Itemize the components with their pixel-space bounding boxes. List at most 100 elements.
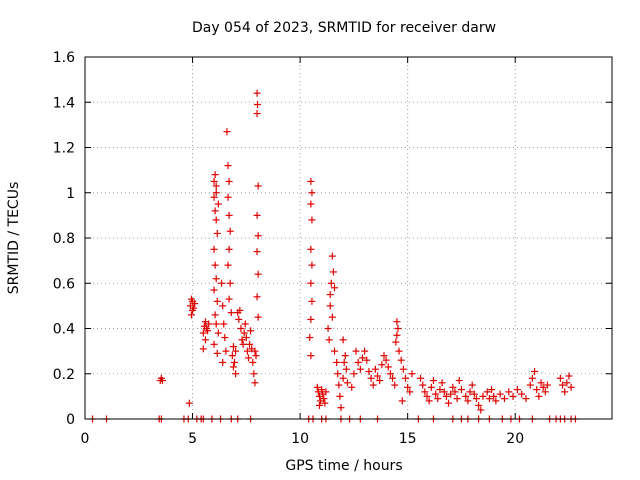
data-point (421, 388, 429, 396)
data-point (225, 211, 233, 219)
data-point (315, 401, 323, 409)
data-point (227, 309, 235, 317)
y-tick-label: 0.8 (53, 231, 75, 247)
data-point (307, 177, 315, 185)
data-point (427, 383, 435, 391)
y-tick-label: 1.4 (53, 95, 75, 111)
data-point (237, 325, 245, 332)
data-point (475, 401, 483, 409)
data-point (472, 395, 480, 403)
chart-title: Day 054 of 2023, SRMTID for receiver dar… (192, 20, 496, 36)
data-point (367, 374, 375, 382)
data-point (417, 374, 425, 382)
data-point (222, 347, 230, 355)
data-point (533, 386, 541, 394)
data-point (308, 189, 316, 197)
data-point (199, 345, 207, 353)
data-point (408, 370, 416, 378)
data-point (241, 320, 249, 328)
data-point (440, 388, 448, 396)
data-point (224, 162, 232, 170)
data-point (219, 358, 227, 366)
data-point (342, 365, 350, 373)
data-point (232, 370, 240, 378)
data-point (224, 193, 232, 201)
data-point (535, 392, 543, 400)
data-point (253, 293, 261, 301)
data-point (226, 279, 234, 287)
data-point (158, 377, 166, 385)
data-point (213, 297, 221, 305)
data-point (470, 390, 478, 398)
data-point (318, 386, 326, 394)
data-point (232, 347, 240, 355)
data-point (218, 279, 226, 287)
data-point (335, 381, 343, 389)
data-point (376, 377, 384, 385)
data-point (224, 261, 232, 269)
y-axis-label: SRMTID / TECUs (6, 182, 22, 295)
data-point (307, 315, 315, 323)
data-point (447, 390, 455, 398)
y-tick-label: 0.4 (53, 322, 75, 338)
data-point (204, 327, 212, 335)
data-point (230, 358, 238, 366)
data-point (253, 211, 261, 219)
data-point (453, 395, 461, 403)
data-point (565, 372, 573, 380)
data-point (329, 268, 337, 276)
data-point (336, 392, 344, 400)
data-point (324, 325, 332, 332)
data-point (455, 377, 463, 385)
data-point (539, 383, 547, 391)
data-point (419, 381, 427, 389)
data-point (339, 374, 347, 382)
data-point (212, 182, 220, 190)
data-point (254, 101, 262, 109)
data-point (449, 383, 457, 391)
data-point (333, 358, 341, 366)
data-point (406, 388, 414, 396)
data-point (350, 370, 358, 378)
data-point (253, 248, 261, 256)
data-point (445, 399, 453, 407)
data-point (425, 397, 433, 405)
data-point (250, 370, 258, 378)
x-tick-label: 5 (188, 431, 197, 447)
data-point (211, 311, 219, 319)
data-point (327, 279, 335, 287)
data-point (322, 388, 330, 396)
data-point (466, 388, 474, 396)
data-point (356, 365, 364, 373)
data-point (205, 320, 213, 328)
data-point (307, 279, 315, 287)
data-point (325, 336, 333, 344)
data-point (229, 363, 237, 371)
data-point (210, 340, 218, 348)
data-point (214, 329, 222, 337)
data-point (247, 327, 255, 335)
grid (85, 57, 612, 419)
data-point (331, 284, 339, 292)
data-point (187, 311, 195, 319)
data-point (254, 313, 262, 321)
data-point (363, 356, 371, 364)
data-point (220, 320, 228, 328)
data-point (395, 347, 403, 355)
data-point (226, 227, 234, 235)
data-point (253, 89, 261, 97)
data-point (402, 374, 410, 382)
data-point (492, 397, 500, 405)
data-point (397, 356, 405, 364)
data-point (211, 171, 219, 179)
data-point (225, 177, 233, 185)
data-point (352, 347, 360, 355)
data-point (391, 381, 399, 389)
data-point (438, 379, 446, 387)
data-point (219, 302, 227, 310)
data-point (254, 270, 262, 278)
data-point (254, 232, 262, 240)
data-point (212, 275, 220, 283)
data-point (526, 381, 534, 389)
